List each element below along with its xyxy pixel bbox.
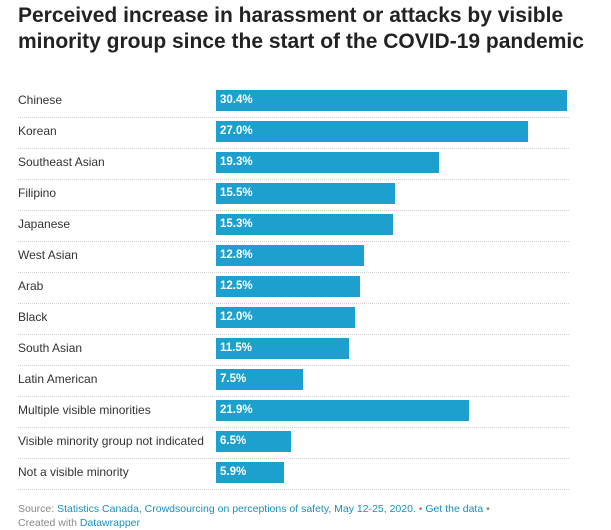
bar-row: Multiple visible minorities 21.9%: [18, 397, 569, 428]
bar: [216, 276, 360, 297]
bar-row: Visible minority group not indicated 6.5%: [18, 428, 569, 459]
bar-value-label: 30.4%: [220, 94, 253, 106]
bar: [216, 369, 303, 390]
bar: [216, 121, 528, 142]
bar-value-label: 12.0%: [220, 311, 253, 323]
bar-row: Filipino 15.5%: [18, 180, 569, 211]
get-the-data-link[interactable]: Get the data: [425, 503, 484, 515]
bar-row: Not a visible minority 5.9%: [18, 459, 569, 490]
chart-footer: Source: Statistics Canada, Crowdsourcing…: [18, 502, 598, 530]
category-label: Multiple visible minorities: [18, 403, 151, 417]
bar-value-label: 11.5%: [220, 342, 252, 354]
bar-row: Black 12.0%: [18, 304, 569, 335]
source-link[interactable]: Statistics Canada, Crowdsourcing on perc…: [57, 503, 416, 515]
bar-value-label: 12.5%: [220, 280, 253, 292]
bar: [216, 307, 355, 328]
bar-track: 5.9%: [216, 462, 567, 483]
bar-value-label: 12.8%: [220, 249, 253, 261]
category-label: Filipino: [18, 186, 57, 200]
bar-track: 11.5%: [216, 338, 567, 359]
bar-track: 19.3%: [216, 152, 567, 173]
bar: [216, 214, 393, 235]
bar-value-label: 5.9%: [220, 466, 247, 478]
bar-track: 12.5%: [216, 276, 567, 297]
bar-value-label: 21.9%: [220, 404, 253, 416]
bar-chart: Chinese 30.4% Korean 27.0% Southeast Asian 19…: [18, 87, 569, 490]
bar-row: Chinese 30.4%: [18, 87, 569, 118]
bar-track: 6.5%: [216, 431, 567, 452]
bar: [216, 462, 284, 483]
source-prefix: Source:: [18, 503, 55, 515]
bar-track: 30.4%: [216, 90, 567, 111]
category-label: Latin American: [18, 372, 98, 386]
bar-track: 12.0%: [216, 307, 567, 328]
bar-track: 27.0%: [216, 121, 567, 142]
bar-row: South Asian 11.5%: [18, 335, 569, 366]
bar: [216, 431, 291, 452]
bar-row: Arab 12.5%: [18, 273, 569, 304]
footer-separator: •: [418, 503, 423, 515]
bar-row: West Asian 12.8%: [18, 242, 569, 273]
category-label: Not a visible minority: [18, 465, 129, 479]
bar-track: 7.5%: [216, 369, 567, 390]
category-label: Visible minority group not indicated: [18, 434, 204, 448]
bar-row: Korean 27.0%: [18, 118, 569, 149]
bar: [216, 183, 395, 204]
bar-row: Japanese 15.3%: [18, 211, 569, 242]
bar-value-label: 6.5%: [220, 435, 247, 447]
category-label: Korean: [18, 124, 57, 138]
datawrapper-link[interactable]: Datawrapper: [79, 517, 140, 529]
category-label: Southeast Asian: [18, 155, 105, 169]
created-with-text: Created with: [18, 517, 77, 529]
category-label: Japanese: [18, 217, 71, 231]
bar: [216, 400, 469, 421]
bar-track: 12.8%: [216, 245, 567, 266]
chart-title: Perceived increase in harassment or atta…: [18, 4, 584, 53]
bar-track: 15.3%: [216, 214, 567, 235]
category-label: Arab: [18, 279, 44, 293]
bar-row: Southeast Asian 19.3%: [18, 149, 569, 180]
category-label: Chinese: [18, 93, 63, 107]
bar: [216, 245, 364, 266]
category-label: South Asian: [18, 341, 83, 355]
bar-value-label: 15.3%: [220, 218, 253, 230]
bar: [216, 338, 349, 359]
bar: [216, 152, 439, 173]
bar-value-label: 7.5%: [220, 373, 247, 385]
bar-track: 15.5%: [216, 183, 567, 204]
footer-separator: •: [486, 503, 490, 515]
bar-track: 21.9%: [216, 400, 567, 421]
bar-row: Latin American 7.5%: [18, 366, 569, 397]
category-label: Black: [18, 310, 48, 324]
bar: [216, 90, 567, 111]
bar-value-label: 27.0%: [220, 125, 253, 137]
bar-value-label: 19.3%: [220, 156, 253, 168]
category-label: West Asian: [18, 248, 78, 262]
bar-value-label: 15.5%: [220, 187, 253, 199]
